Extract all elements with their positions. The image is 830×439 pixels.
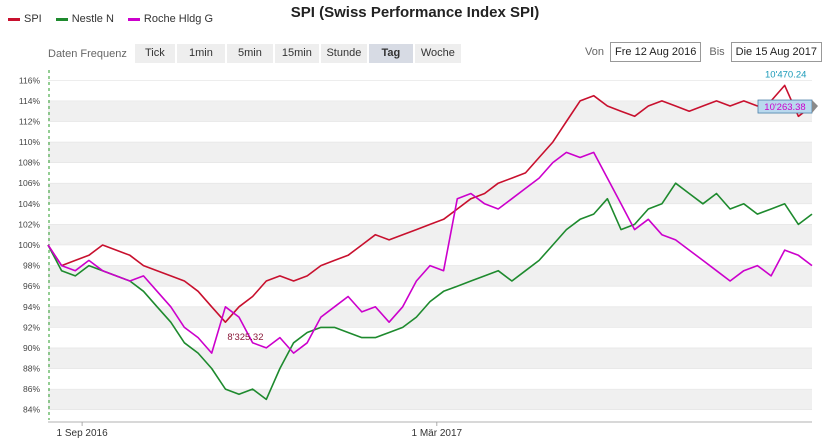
to-date-input[interactable]: Die 15 Aug 2017: [730, 42, 822, 62]
series-line-2[interactable]: [47, 182, 813, 401]
y-tick-label: 106%: [18, 178, 40, 188]
spi-min-label: 8'325.32: [227, 332, 263, 343]
y-tick-label: 86%: [23, 384, 40, 394]
legend-swatch-nestle: [55, 17, 68, 21]
plot-band: [48, 142, 812, 163]
date-range: Von Fre 12 Aug 2016 Bis Die 15 Aug 2017: [577, 42, 822, 62]
frequency-label: Daten Frequenz: [48, 47, 127, 60]
plot-band: [48, 100, 812, 122]
last-value-pointer-icon: [812, 100, 818, 114]
spi-last-value-label: 10'263.38: [764, 102, 805, 113]
series-line-3[interactable]: [47, 151, 813, 354]
y-tick-label: 92%: [23, 322, 40, 332]
series-lines: [47, 84, 813, 401]
freq-button-15min[interactable]: 15min: [274, 44, 319, 63]
to-label: Bis: [709, 46, 725, 58]
x-tick-label: 1 Mär 2017: [412, 428, 463, 439]
legend-label-roche: Roche Hldg G: [143, 13, 214, 25]
plot-band: [48, 183, 812, 204]
y-tick-label: 94%: [23, 302, 40, 312]
freq-button-woche[interactable]: Woche: [414, 44, 461, 63]
y-tick-label: 114%: [19, 96, 41, 106]
y-tick-label: 88%: [23, 364, 40, 374]
freq-button-tag[interactable]: Tag: [368, 44, 413, 63]
y-tick-label: 100%: [18, 240, 40, 250]
from-date-input[interactable]: Fre 12 Aug 2016: [610, 42, 702, 62]
legend-label-nestle: Nestle N: [71, 13, 114, 25]
spi-max-label: 10'470.24: [765, 69, 806, 80]
y-tick-label: 90%: [23, 343, 40, 353]
legend-swatch-spi: [8, 17, 20, 21]
x-tick-label: 1 Sep 2016: [57, 428, 109, 439]
legend-label-spi: SPI: [24, 13, 42, 25]
freq-button-stunde[interactable]: Stunde: [320, 44, 367, 63]
y-tick-label: 116%: [19, 75, 41, 85]
plot-band: [48, 389, 812, 410]
plot-band: [48, 347, 812, 369]
freq-button-5min[interactable]: 5min: [226, 44, 273, 63]
legend-item-roche[interactable]: Roche Hldg G: [127, 13, 214, 25]
freq-button-1min[interactable]: 1min: [176, 44, 225, 63]
legend-item-spi[interactable]: SPI: [8, 13, 42, 25]
legend-swatch-roche: [127, 17, 140, 21]
y-tick-label: 104%: [18, 199, 40, 209]
y-tick-label: 108%: [18, 158, 40, 168]
y-axis: 84% 86% 88% 90% 92% 94% 96% 98% 100% 102% 104% 106%…: [18, 75, 812, 415]
from-label: Von: [585, 46, 605, 58]
y-tick-label: 112%: [19, 116, 41, 126]
plot-band: [48, 306, 812, 328]
plot-band: [48, 224, 812, 245]
legend: SPI Nestle N Roche Hldg G: [8, 13, 213, 25]
y-tick-label: 110%: [19, 137, 41, 147]
y-tick-label: 98%: [23, 261, 40, 271]
plot-band: [48, 265, 812, 287]
legend-item-nestle[interactable]: Nestle N: [55, 13, 114, 25]
annotations: 8'325.32 10'470.24 10'263.38: [227, 69, 818, 343]
x-axis: 1 Sep 2016 1 Mär 2017: [48, 70, 812, 439]
series-line-1[interactable]: [47, 84, 813, 324]
y-tick-label: 102%: [18, 219, 40, 229]
y-tick-label: 84%: [23, 405, 40, 415]
frequency-toolbar: Daten Frequenz Tick 1min 5min 15min Stun…: [48, 44, 463, 63]
freq-button-tick[interactable]: Tick: [134, 44, 175, 63]
chart-title: SPI (Swiss Performance Index SPI): [290, 4, 540, 21]
y-tick-label: 96%: [23, 281, 40, 291]
